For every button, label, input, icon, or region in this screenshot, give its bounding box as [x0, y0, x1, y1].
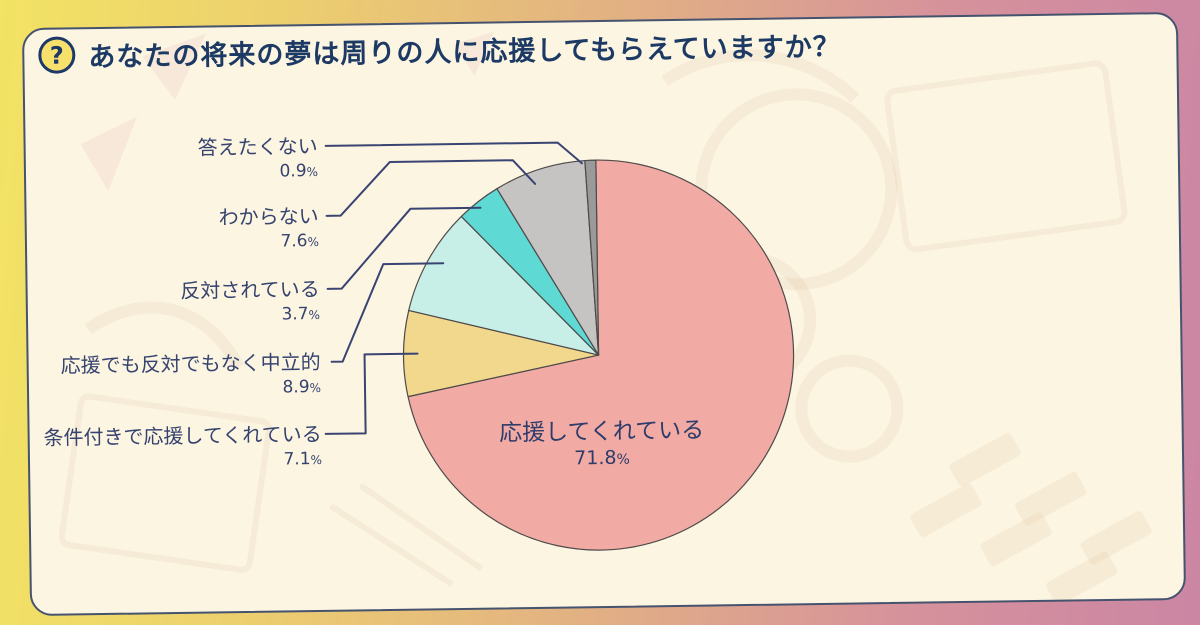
percent-unit: %: [309, 380, 322, 396]
inside-slice-percent: 71.8: [574, 446, 617, 470]
callout-label-dont-know: わからない 7.6%: [218, 204, 319, 254]
inside-slice-label-supported: 応援してくれている 71.8%: [441, 417, 762, 474]
callout-percent: 3.7: [281, 304, 309, 325]
percent-unit: %: [307, 234, 320, 250]
callout-name: 応援でも反対でもなく中立的: [60, 349, 321, 378]
callout-label-opposed: 反対されている 3.7%: [180, 277, 320, 328]
pie-chart: [324, 141, 795, 551]
leader-line-conditional: [324, 352, 419, 435]
percent-unit: %: [308, 307, 321, 323]
percent-unit: %: [310, 452, 323, 468]
callout-percent: 7.1: [283, 449, 311, 470]
percent-unit: %: [306, 164, 319, 180]
percent-unit: %: [616, 451, 630, 468]
callout-name: 答えたくない: [197, 133, 318, 160]
survey-card: ? あなたの将来の夢は周りの人に応援してもらえていますか？ 答えたくない 0.9…: [21, 11, 1187, 617]
callout-label-answer-refused: 答えたくない 0.9%: [197, 134, 318, 185]
leader-line-dont-know: [325, 159, 537, 217]
callout-percent: 8.9: [282, 377, 310, 398]
callout-name: 条件付きで応援してくれている: [43, 421, 322, 450]
pie-slice-0: [407, 159, 795, 551]
callout-name: 反対されている: [180, 276, 320, 303]
inside-slice-name: 応援してくれている: [499, 417, 705, 447]
callout-percent: 0.9: [279, 161, 307, 182]
pie-slice-4: [496, 159, 600, 356]
pie-slice-2: [408, 215, 600, 356]
leader-line-neutral: [330, 262, 445, 363]
pie-slices: [402, 159, 795, 551]
leader-lines: [324, 141, 583, 435]
callout-label-conditional: 条件付きで応援してくれている 7.1%: [43, 422, 322, 475]
callout-percent: 7.6: [280, 231, 308, 252]
pie-slice-5: [584, 159, 600, 356]
leader-line-opposed: [326, 206, 482, 290]
leader-line-answer-refused: [324, 141, 583, 165]
callout-name: わからない: [218, 203, 319, 230]
callout-label-neutral: 応援でも反対でもなく中立的 8.9%: [60, 350, 321, 403]
